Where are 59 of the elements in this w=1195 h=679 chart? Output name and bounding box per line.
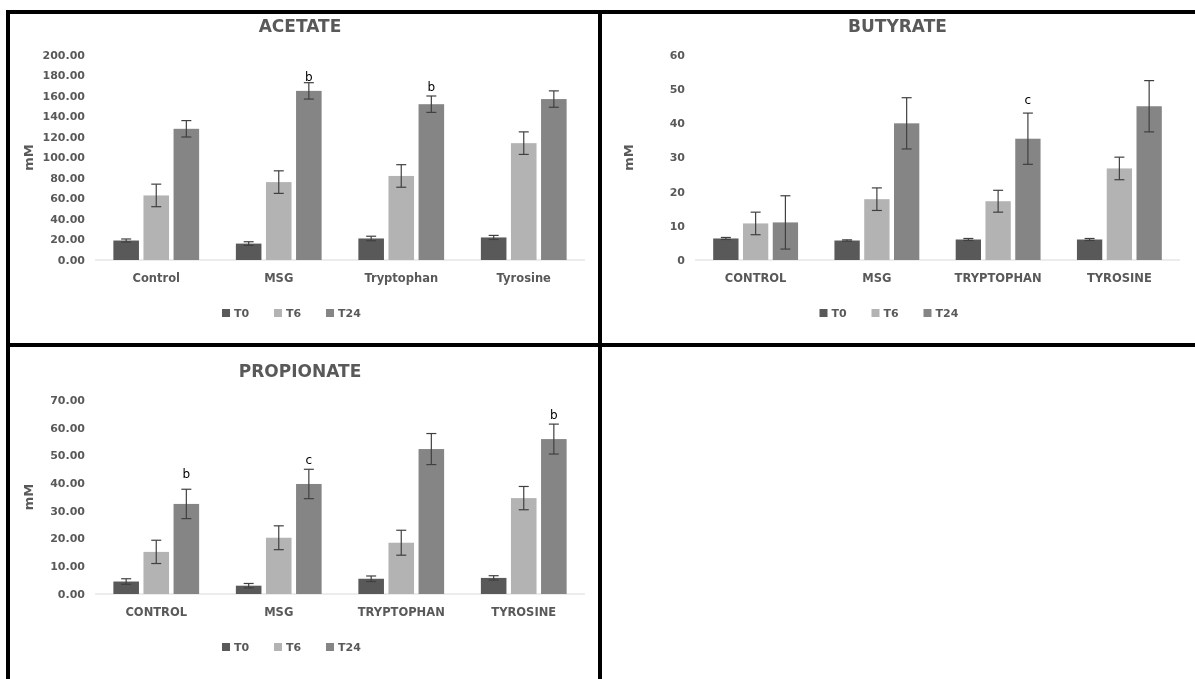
y-axis-title: mM xyxy=(21,483,36,511)
legend-label: T0 xyxy=(831,307,847,320)
x-tick-label: CONTROL xyxy=(724,271,788,285)
y-axis-title: mM xyxy=(21,144,36,171)
y-tick-label: 20.00 xyxy=(50,233,86,247)
legend-label: T24 xyxy=(338,641,362,654)
y-tick-label: 70.00 xyxy=(50,393,86,407)
legend-label: T6 xyxy=(286,641,302,654)
legend-label: T0 xyxy=(234,641,250,654)
chart-title: BUTYRATE xyxy=(848,16,947,36)
y-tick-label: 20.00 xyxy=(50,532,86,546)
legend-label: T6 xyxy=(883,307,899,320)
annotation: b xyxy=(182,466,191,481)
x-tick-label: TRYPTOPHAN xyxy=(357,605,445,619)
x-tick-label: Tyrosine xyxy=(496,271,552,285)
y-tick-label: 60.00 xyxy=(50,192,86,206)
y-tick-label: 100.00 xyxy=(42,151,86,165)
x-tick-label: MSG xyxy=(264,271,294,285)
y-tick-label: 30.00 xyxy=(50,504,86,518)
legend-label: T0 xyxy=(234,307,250,320)
y-tick-label: 10 xyxy=(669,219,686,233)
y-tick-label: 120.00 xyxy=(42,130,86,144)
chart-title: ACETATE xyxy=(258,16,342,36)
annotation: b xyxy=(305,69,313,84)
y-tick-label: 40 xyxy=(669,117,686,131)
legend-label: T6 xyxy=(286,307,302,320)
y-tick-label: 30 xyxy=(669,151,686,165)
y-tick-label: 180.00 xyxy=(42,69,86,83)
x-tick-label: TRYPTOPHAN xyxy=(954,271,1042,285)
y-tick-label: 10.00 xyxy=(50,560,86,574)
y-tick-label: 140.00 xyxy=(42,110,86,124)
y-tick-label: 0.00 xyxy=(57,253,86,267)
y-tick-label: 50.00 xyxy=(50,449,86,463)
y-tick-label: 20 xyxy=(669,185,686,199)
annotation: b xyxy=(550,408,558,423)
y-tick-label: 80.00 xyxy=(50,171,86,185)
y-tick-label: 0.00 xyxy=(57,587,86,601)
legend-label: T24 xyxy=(338,307,362,320)
y-tick-label: 60 xyxy=(669,48,686,62)
y-tick-label: 40.00 xyxy=(50,476,86,490)
y-tick-label: 0 xyxy=(677,253,686,267)
x-tick-label: MSG xyxy=(862,271,892,285)
y-tick-label: 160.00 xyxy=(42,89,86,103)
x-tick-label: MSG xyxy=(264,605,294,619)
x-tick-label: CONTROL xyxy=(125,605,188,619)
y-tick-label: 60.00 xyxy=(50,421,86,435)
annotation: c xyxy=(305,453,313,468)
x-tick-label: Tryptophan xyxy=(364,271,439,285)
annotation: b xyxy=(427,79,436,94)
x-tick-label: Control xyxy=(132,271,181,285)
legend-label: T24 xyxy=(935,307,959,320)
y-axis-title: mM xyxy=(621,144,636,171)
annotation: c xyxy=(1024,93,1032,108)
x-tick-label: TYROSINE xyxy=(1086,271,1152,285)
x-tick-label: TYROSINE xyxy=(491,605,557,619)
y-tick-label: 50 xyxy=(669,83,686,97)
y-tick-label: 40.00 xyxy=(50,212,86,226)
chart-title: PROPIONATE xyxy=(238,361,362,381)
y-tick-label: 200.00 xyxy=(42,48,86,62)
